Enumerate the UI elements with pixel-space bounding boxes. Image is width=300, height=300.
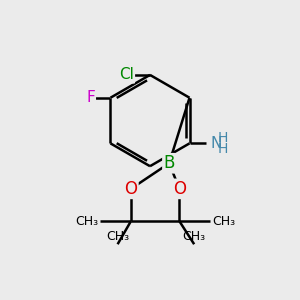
Text: CH₃: CH₃ (106, 230, 129, 243)
Text: O: O (173, 180, 186, 198)
Text: N: N (210, 136, 221, 151)
Text: O: O (124, 180, 137, 198)
Text: CH₃: CH₃ (212, 215, 235, 228)
Text: H: H (218, 131, 229, 145)
Text: Cl: Cl (119, 68, 134, 82)
Text: H: H (218, 142, 229, 156)
Text: B: B (164, 154, 175, 172)
Text: CH₃: CH₃ (75, 215, 98, 228)
Text: CH₃: CH₃ (183, 230, 206, 243)
Text: F: F (86, 90, 95, 105)
